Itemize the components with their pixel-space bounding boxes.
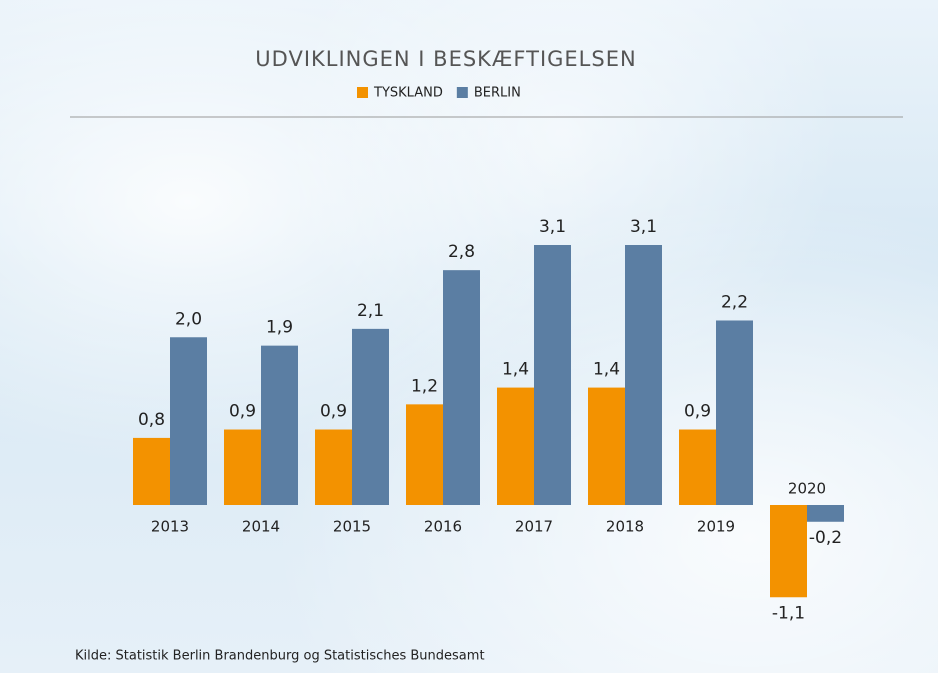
chart: UDVIKLINGEN I BESKÆFTIGELSEN Kilde: Stat…: [0, 0, 938, 673]
value-label: 1,4: [502, 360, 529, 380]
value-label: 2,0: [175, 309, 202, 329]
source-note: Kilde: Statistik Berlin Brandenburg og S…: [75, 649, 485, 664]
bar: [261, 346, 298, 505]
bar: [133, 438, 170, 505]
value-label: 2,8: [448, 242, 475, 262]
value-label: 0,9: [684, 402, 711, 422]
value-label: 0,9: [320, 402, 347, 422]
x-tick-label: 2013: [151, 518, 189, 536]
bar: [770, 505, 807, 597]
value-label: -0,2: [809, 528, 842, 548]
bar: [352, 329, 389, 505]
chart-title: UDVIKLINGEN I BESKÆFTIGELSEN: [255, 47, 636, 71]
x-tick-label: 2014: [242, 518, 280, 536]
bar: [406, 404, 443, 505]
page: UDVIKLINGEN I BESKÆFTIGELSEN Kilde: Stat…: [0, 0, 938, 673]
value-label: 3,1: [539, 217, 566, 237]
x-tick-label: 2019: [697, 518, 735, 536]
value-label: 2,2: [721, 292, 748, 312]
bar: [315, 430, 352, 505]
bar: [443, 270, 480, 505]
bar: [625, 245, 662, 505]
value-label: 3,1: [630, 217, 657, 237]
value-label: 0,8: [138, 410, 165, 430]
x-tick-label: 2018: [606, 518, 644, 536]
legend-swatch: [357, 87, 368, 98]
value-label: 2,1: [357, 301, 384, 321]
bar: [716, 320, 753, 505]
x-tick-label: 2015: [333, 518, 371, 536]
legend: TYSKLAND BERLIN: [357, 86, 521, 101]
legend-swatch: [457, 87, 468, 98]
bar: [534, 245, 571, 505]
x-tick-label: 2020: [788, 480, 826, 498]
value-label: 1,4: [593, 360, 620, 380]
value-label: -1,1: [772, 603, 805, 623]
bar: [807, 505, 844, 522]
x-tick-label: 2017: [515, 518, 553, 536]
bar: [588, 388, 625, 505]
bar: [170, 337, 207, 505]
bar: [679, 430, 716, 505]
bar: [224, 430, 261, 505]
x-tick-label: 2016: [424, 518, 462, 536]
bar: [497, 388, 534, 505]
value-label: 1,9: [266, 318, 293, 338]
value-label: 0,9: [229, 402, 256, 422]
legend-label: TYSKLAND: [373, 86, 443, 101]
value-label: 1,2: [411, 376, 438, 396]
legend-label: BERLIN: [474, 86, 521, 101]
